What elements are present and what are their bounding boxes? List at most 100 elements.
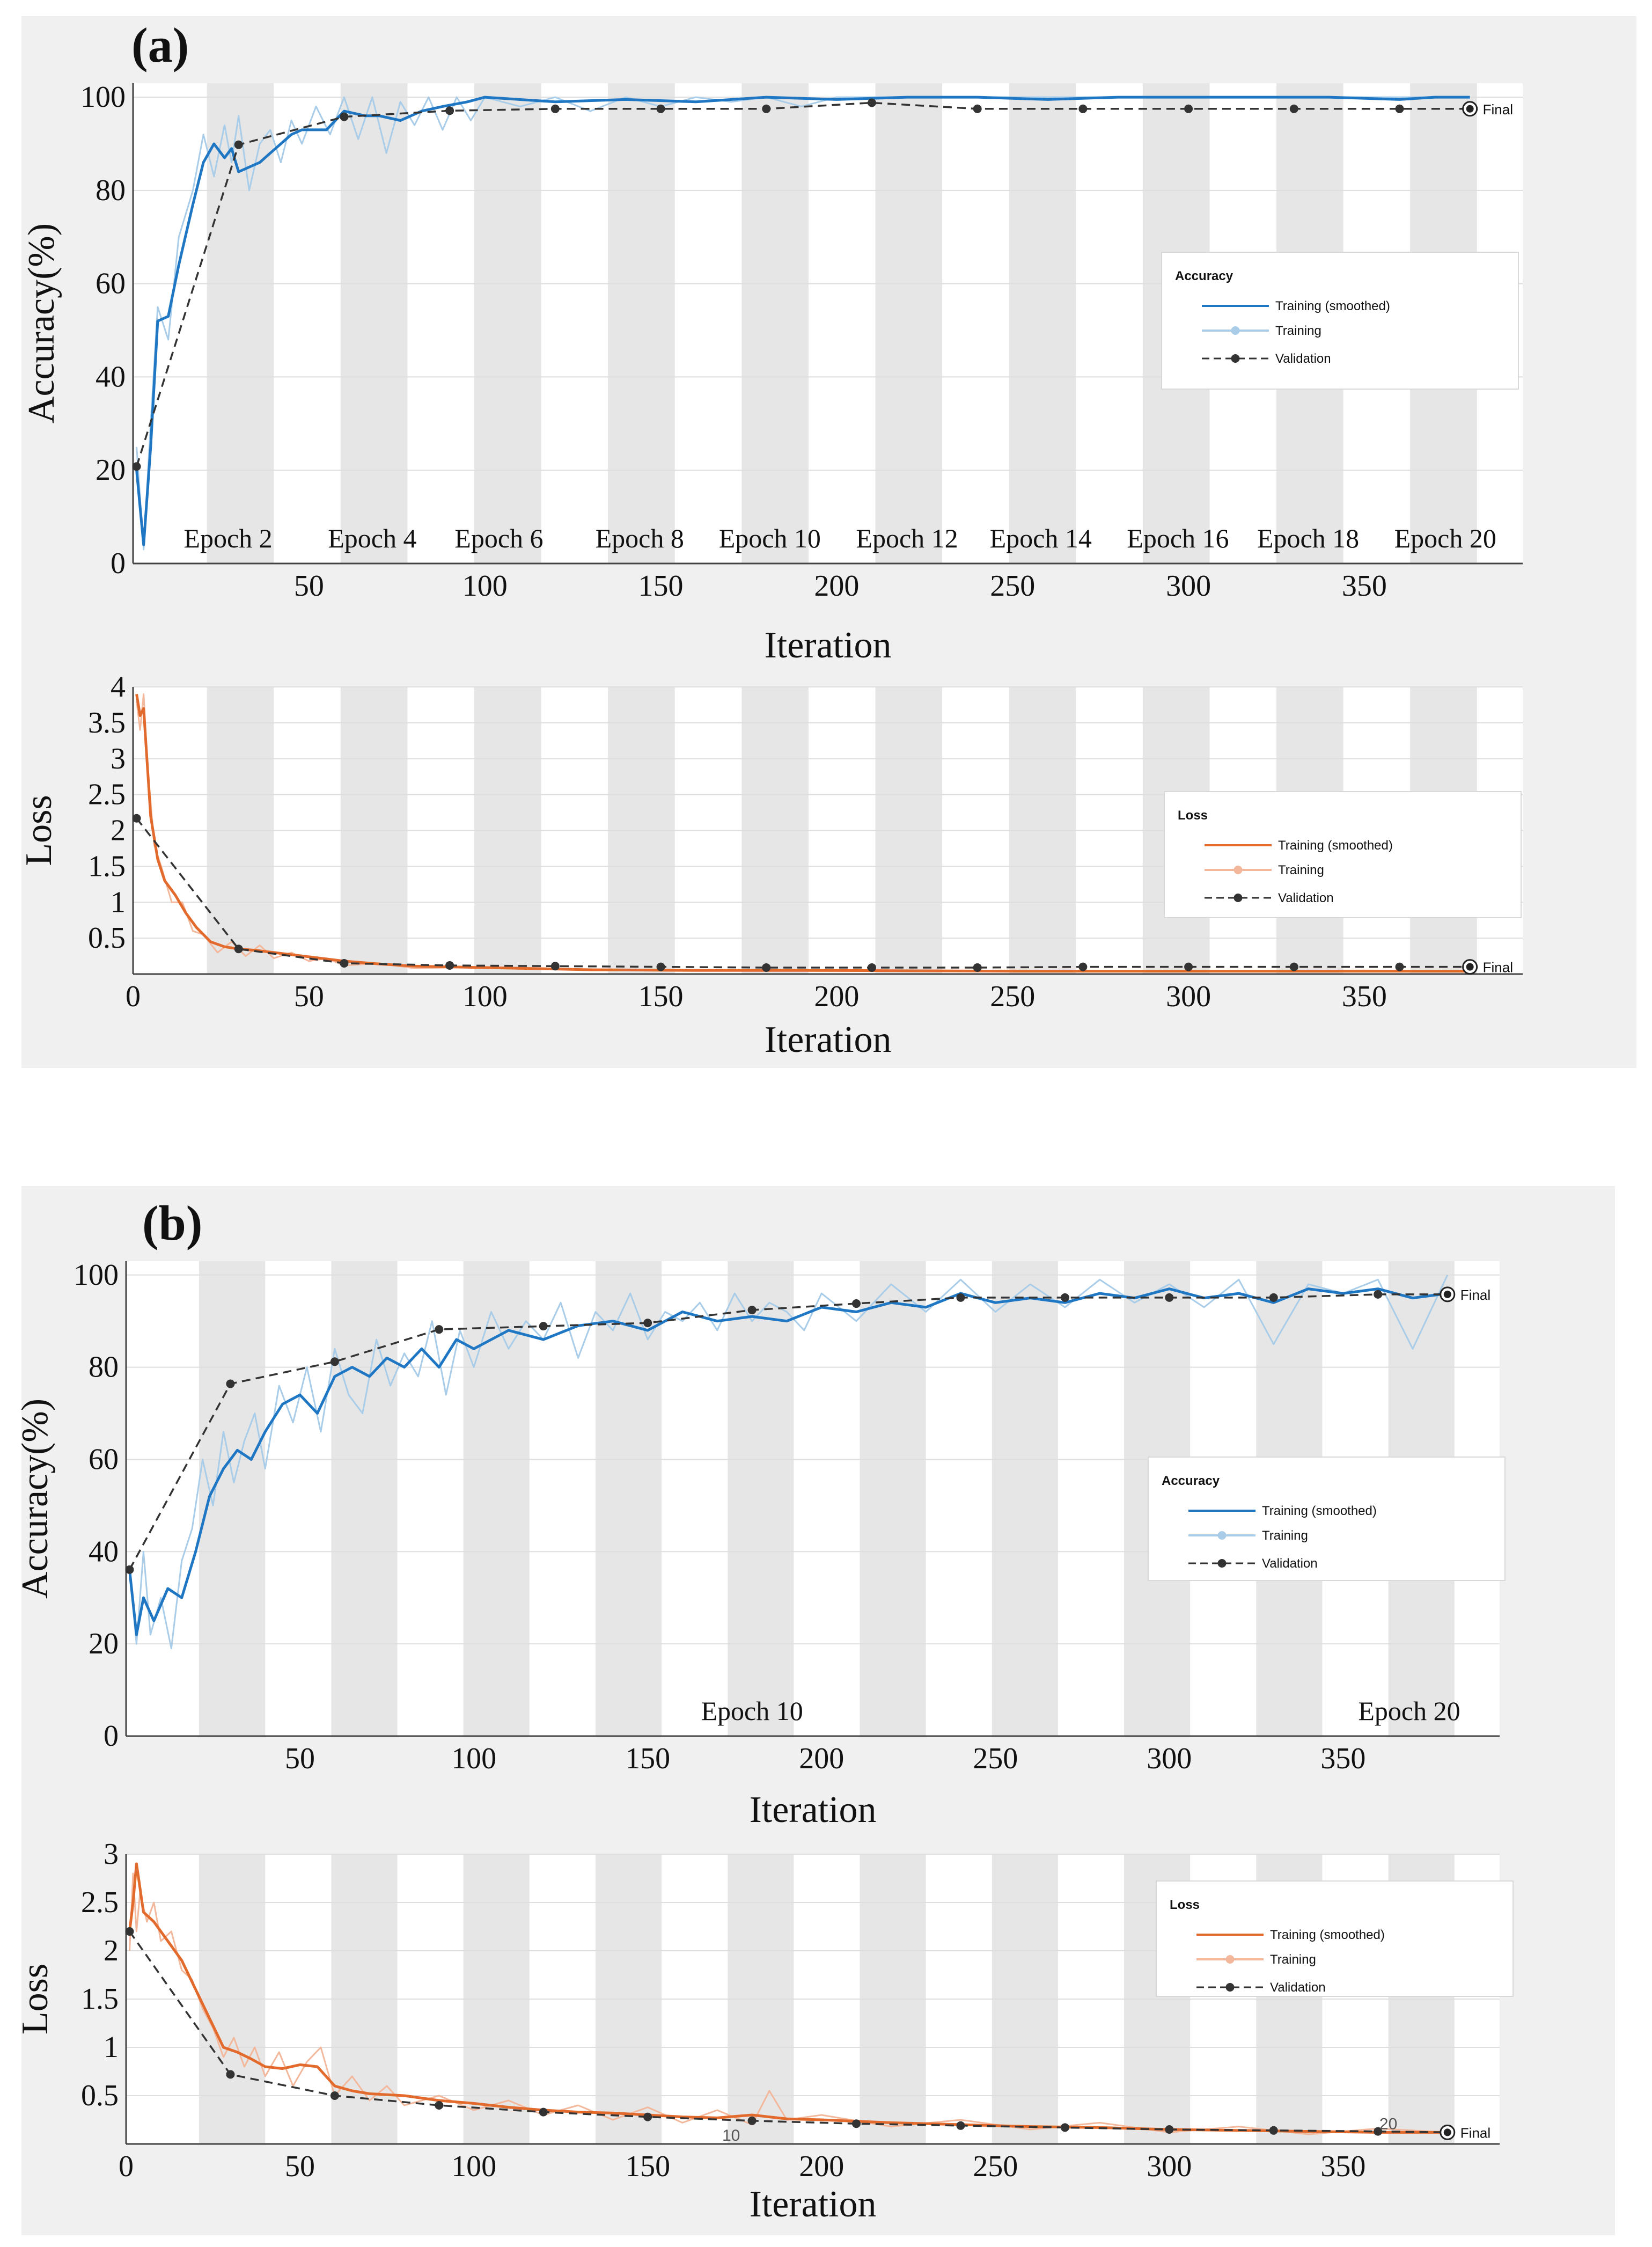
final-label: Final: [1460, 1287, 1491, 1303]
validation-point: [1078, 104, 1088, 113]
epoch-label: Epoch 20: [1394, 523, 1496, 553]
x-axis-title: Iteration: [764, 625, 891, 666]
y-axis-title: Accuracy(%): [21, 223, 62, 423]
legend-entry: Training (smoothed): [1270, 1928, 1385, 1942]
x-tick-label: 50: [294, 980, 324, 1013]
validation-point: [1374, 2127, 1383, 2136]
legend-title: Loss: [1178, 808, 1208, 823]
y-tick-label: 40: [96, 360, 126, 393]
validation-point: [340, 958, 349, 968]
validation-point: [234, 140, 243, 149]
epoch-band: [860, 1261, 926, 1736]
y-tick-label: 2.5: [81, 1886, 119, 1919]
validation-point: [656, 104, 665, 113]
y-tick-label: 1.5: [88, 850, 126, 883]
validation-point: [435, 1325, 444, 1334]
validation-series: [135, 101, 1470, 467]
x-tick-label: 150: [638, 980, 684, 1013]
x-tick-label: 0: [126, 980, 141, 1013]
validation-series: [128, 1293, 1448, 1570]
x-axis-title: Iteration: [749, 2184, 876, 2225]
epoch-band: [875, 83, 943, 563]
legend-title: Loss: [1170, 1898, 1200, 1912]
validation-point: [1060, 1293, 1069, 1302]
x-tick-label: 250: [990, 569, 1035, 603]
epoch-band: [992, 1261, 1058, 1736]
final-marker-dot: [1466, 105, 1474, 113]
validation-point: [330, 1357, 339, 1366]
x-tick-label: 200: [814, 569, 859, 603]
validation-point: [445, 106, 454, 115]
x-tick-label: 350: [1342, 980, 1387, 1013]
legend-marker-raw: [1217, 1531, 1227, 1540]
x-tick-label: 350: [1320, 1742, 1365, 1775]
final-label: Final: [1483, 101, 1513, 118]
validation-point: [852, 1299, 861, 1308]
validation-point: [539, 1322, 548, 1331]
validation-series: [136, 817, 1470, 969]
x-tick-label: 350: [1320, 2150, 1365, 2183]
legend-entry: Training: [1275, 324, 1321, 338]
validation-point: [234, 945, 243, 954]
legend-entry: Validation: [1262, 1556, 1318, 1571]
validation-point: [973, 963, 982, 972]
legend-box: [1148, 1456, 1506, 1581]
epoch-band: [728, 1261, 794, 1736]
y-tick-label: 0: [104, 1719, 119, 1753]
y-tick-label: 40: [89, 1535, 119, 1568]
legend-title: Accuracy: [1162, 1474, 1220, 1488]
x-tick-label: 200: [814, 980, 859, 1013]
y-tick-label: 100: [80, 80, 126, 114]
x-tick-label: 350: [1342, 569, 1387, 603]
epoch-band: [463, 1261, 530, 1736]
y-tick-label: 100: [74, 1258, 119, 1292]
validation-point: [1184, 104, 1193, 113]
x-tick-label: 100: [462, 569, 508, 603]
validation-point: [550, 962, 560, 971]
legend: Accuracy Training (smoothed) Training Valid…: [1161, 252, 1519, 390]
validation-point: [852, 2119, 861, 2128]
final-label: Final: [1483, 960, 1513, 976]
legend-marker-validation: [1217, 1559, 1227, 1568]
validation-point: [340, 112, 349, 121]
x-tick-label: 250: [990, 980, 1035, 1013]
panel-a-loss-chart: 0 50 100 150 200 250 300 350 0.511.522.533.54 Ite…: [18, 670, 1523, 1060]
y-tick-label: 3: [111, 742, 126, 775]
x-axis-title: Iteration: [764, 1019, 891, 1060]
x-tick-label: 50: [285, 2150, 315, 2183]
validation-point: [132, 462, 141, 471]
legend: Accuracy Training (smoothed) Training Valid…: [1148, 1456, 1506, 1581]
legend-entry: Training: [1270, 1952, 1316, 1967]
x-tick-label: 150: [638, 569, 684, 603]
final-marker-dot: [1443, 2128, 1451, 2136]
validation-point: [643, 2112, 652, 2121]
legend: Loss Training (smoothed) Training Validatio…: [1164, 791, 1522, 918]
legend-box: [1156, 1880, 1514, 1997]
validation-point: [550, 104, 560, 113]
validation-point: [867, 963, 876, 972]
legend-marker-raw: [1234, 866, 1243, 874]
panel-b-loss-chart: 0 50 100 150 200 250 300 350 0.5 1 1.5 2 2.5 3 Iterati…: [14, 1838, 1514, 2225]
epoch-label: Epoch 14: [990, 523, 1092, 553]
x-tick-label: 200: [799, 1742, 844, 1775]
x-tick-label: 100: [451, 2150, 496, 2183]
legend-entry: Validation: [1278, 891, 1334, 905]
validation-point: [1289, 104, 1298, 113]
x-axis-title: Iteration: [749, 1789, 876, 1831]
epoch-label: Epoch 10: [719, 523, 821, 553]
validation-point: [1269, 1293, 1278, 1302]
x-tick-label: 50: [294, 569, 324, 603]
epoch-label: Epoch 6: [454, 523, 543, 553]
x-tick-label: 100: [451, 1742, 496, 1775]
legend-marker-validation: [1225, 1983, 1235, 1992]
y-axis-title: Accuracy(%): [14, 1399, 56, 1599]
y-tick-label: 1.5: [81, 1982, 119, 2016]
validation-point: [226, 2070, 235, 2079]
validation-point: [1060, 2123, 1069, 2132]
y-tick-label: 60: [96, 267, 126, 301]
legend-entry: Training: [1262, 1528, 1308, 1543]
y-tick-label: 60: [89, 1443, 119, 1476]
epoch-band: [207, 83, 274, 563]
validation-point: [539, 2107, 548, 2117]
panel-a-label: (a): [131, 18, 189, 72]
